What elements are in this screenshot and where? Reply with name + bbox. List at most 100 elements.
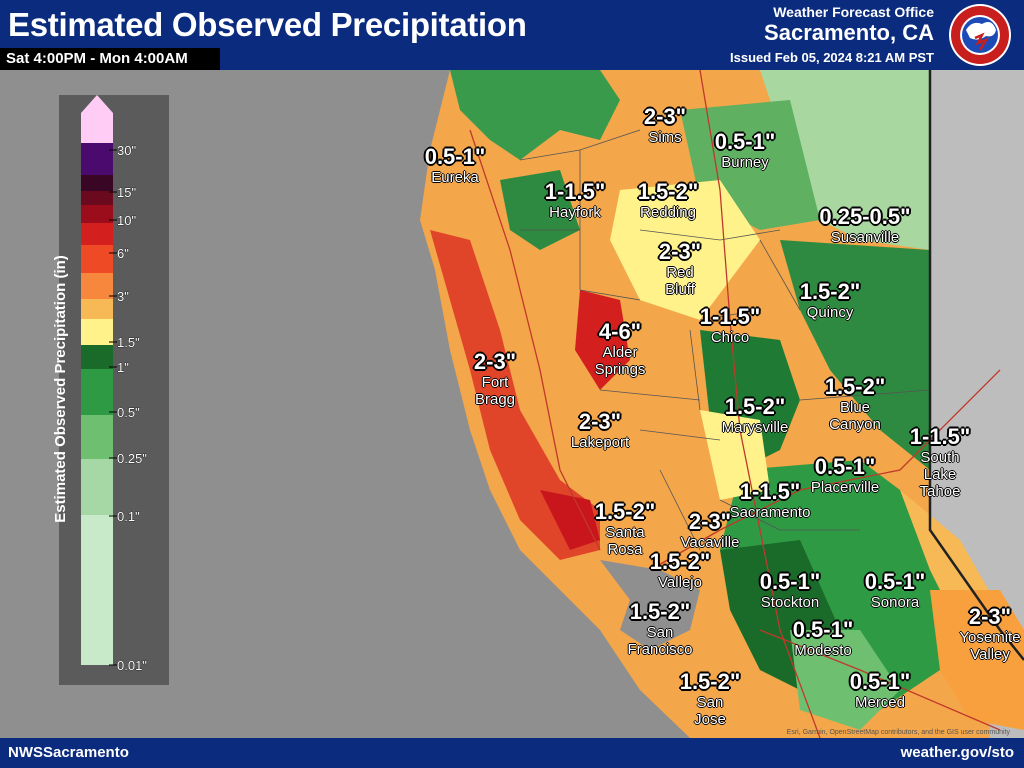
city-name: Sims <box>648 129 682 146</box>
precip-amount: 2-3" <box>658 239 702 264</box>
legend-colorbar: 30" 15" 10" 6" 3" 1.5" 1" 0.5" 0.25" 0.1" 0.01" <box>81 95 148 673</box>
precip-amount: 1.5-2" <box>679 669 741 694</box>
precip-label: 0.5-1" Eureka <box>424 144 486 187</box>
city-name: Red Bluff <box>665 264 695 298</box>
city-name: Alder Springs <box>594 344 646 378</box>
precip-amount: 0.5-1" <box>714 129 776 154</box>
highways <box>469 69 1001 739</box>
precip-label: 0.25-0.5" Susanville <box>819 204 911 247</box>
city-name: Susanville <box>830 229 900 246</box>
sierra-green <box>780 240 930 470</box>
header-bar: Estimated Observed Precipitation Sat 4:0… <box>0 0 1024 70</box>
office-location: Sacramento, CA <box>764 20 934 45</box>
precip-amount: 0.5-1" <box>814 454 876 479</box>
city-name: Merced <box>854 694 906 711</box>
city-name: Blue Canyon <box>829 399 881 433</box>
city-name: Modesto <box>794 642 852 659</box>
legend-color-band <box>81 245 113 273</box>
city-name: Yosemite Valley <box>959 629 1021 663</box>
legend-color-band <box>81 175 113 191</box>
legend-color-band <box>81 459 113 515</box>
legend-color-band <box>81 515 113 665</box>
city-name: Fort Bragg <box>474 374 516 408</box>
legend-color-band <box>81 223 113 245</box>
city-name: Hayfork <box>549 204 601 221</box>
legend-color-band <box>81 415 113 459</box>
legend-tick-label: 0.01" <box>117 658 147 673</box>
precip-label: 2-3" Red Bluff <box>658 239 702 299</box>
legend-tick-label: 10" <box>117 213 136 228</box>
ne-light-green <box>760 70 930 250</box>
precip-label: 2-3" Yosemite Valley <box>959 605 1021 664</box>
precip-label: 1.5-2" Santa Rosa <box>594 499 656 559</box>
precip-amount: 2-3" <box>473 349 517 374</box>
precip-amount: 1-1.5" <box>909 424 971 449</box>
city-name: San Jose <box>694 694 726 728</box>
precip-label: 2-3" Fort Bragg <box>473 349 517 409</box>
city-name: Burney <box>721 154 769 171</box>
precip-amount: 0.25-0.5" <box>819 204 911 229</box>
legend-color-band <box>81 205 113 223</box>
marysville-yellow <box>700 410 770 500</box>
precip-amount: 0.5-1" <box>424 144 486 169</box>
footer-website: weather.gov/sto <box>900 744 1014 761</box>
precip-label: 1.5-2" Marysville <box>722 394 789 437</box>
city-name: Quincy <box>806 304 854 321</box>
modesto-lightgreen <box>790 630 900 730</box>
issued-time: Issued Feb 05, 2024 8:21 AM PST <box>730 50 934 65</box>
precip-amount: 2-3" <box>578 409 622 434</box>
precip-amount: 1.5-2" <box>824 374 886 399</box>
city-name: Redding <box>640 204 696 221</box>
precip-amount: 0.5-1" <box>864 569 926 594</box>
sf-bay <box>600 560 700 650</box>
precip-label: 2-3" Vacaville <box>681 510 740 552</box>
precip-amount: 1.5-2" <box>649 549 711 574</box>
precip-amount: 1.5-2" <box>629 599 691 624</box>
city-name: South Lake Tahoe <box>919 449 961 500</box>
precip-amount: 1-1.5" <box>544 179 606 204</box>
legend-color-band <box>81 113 113 143</box>
precip-amount: 0.5-1" <box>849 669 911 694</box>
city-name: Placerville <box>810 479 880 496</box>
precip-label: 1.5-2" Quincy <box>799 279 861 322</box>
precip-label: 2-3" Lakeport <box>570 409 630 452</box>
legend-color-band <box>81 143 113 175</box>
precip-amount: 1-1.5" <box>699 304 761 329</box>
santa-rosa-red <box>540 490 600 550</box>
footer-bar: NWSSacramento weather.gov/sto <box>0 738 1024 768</box>
city-name: Stockton <box>760 594 820 611</box>
map-svg <box>420 69 1024 739</box>
precip-label: 1.5-2" Vallejo <box>649 549 711 592</box>
time-period: Sat 4:00PM - Mon 4:00AM <box>0 48 220 70</box>
legend-color-band <box>81 191 113 205</box>
precip-label: 1.5-2" San Jose <box>679 669 741 729</box>
coast-red <box>430 230 600 560</box>
precip-label: 1.5-2" Redding <box>638 180 699 222</box>
legend-tick-label: 0.5" <box>117 405 140 420</box>
state-border <box>928 70 1024 661</box>
legend-tick-label: 3" <box>117 289 129 304</box>
precip-amount: 1.5-2" <box>594 499 656 524</box>
precipitation-map: 0.5-1" Eureka 2-3" Sims 0.5-1" Burney 1-1.5" Ha… <box>0 69 1024 739</box>
precip-label: 2-3" Sims <box>644 105 686 147</box>
precip-label: 0.5-1" Placerville <box>810 454 880 497</box>
precip-label: 1.5-2" San Francisco <box>627 599 692 659</box>
alder-red <box>575 290 630 390</box>
city-name: Santa Rosa <box>605 524 645 558</box>
nws-logo-icon <box>949 4 1011 66</box>
office-label: Weather Forecast Office <box>773 4 934 20</box>
precip-amount: 1.5-2" <box>724 394 786 419</box>
city-name: Lakeport <box>570 434 630 451</box>
precip-label: 1-1.5" Hayfork <box>544 179 606 222</box>
city-name: Sonora <box>870 594 920 611</box>
precip-label: 1-1.5" Chico <box>699 304 761 347</box>
precip-amount: 4-6" <box>598 319 642 344</box>
precip-label: 4-6" Alder Springs <box>594 319 646 379</box>
legend-color-band <box>81 345 113 369</box>
legend-color-band <box>81 369 113 415</box>
precip-label: 0.5-1" Merced <box>849 669 911 712</box>
precip-amount: 1-1.5" <box>739 479 801 504</box>
precip-amount: 1.5-2" <box>799 279 861 304</box>
city-name: Sacramento <box>729 504 811 521</box>
footer-social-handle: NWSSacramento <box>8 744 129 761</box>
